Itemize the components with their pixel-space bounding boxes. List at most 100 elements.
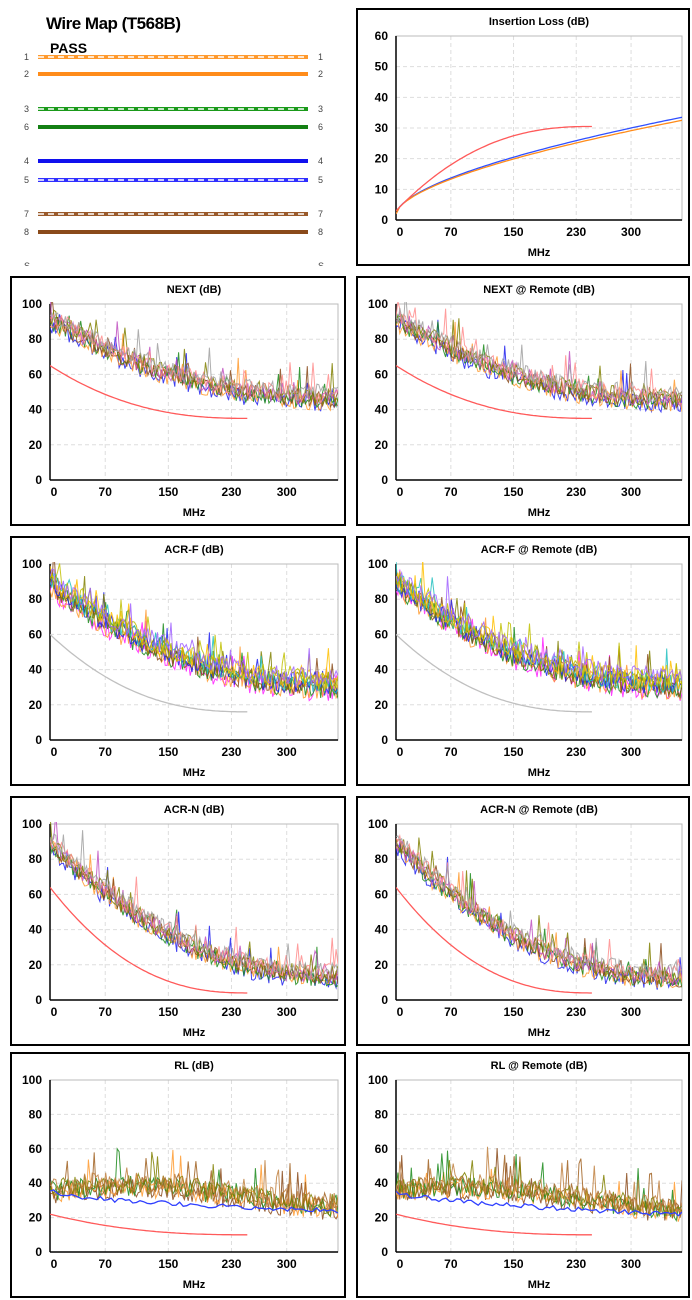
x-tick-label: 70: [444, 485, 458, 499]
chart-title: ACR-F (dB): [164, 544, 224, 556]
acr-f-remote-chart: ACR-F @ Remote (dB) 0 20 40 60 80 100 0 70 150 230…: [368, 544, 683, 779]
chart-title: ACR-F @ Remote (dB): [481, 544, 598, 556]
pair-trace: [50, 1147, 338, 1218]
x-tick-label: 70: [444, 1257, 458, 1271]
y-tick-label: 40: [375, 663, 389, 677]
x-axis-label: MHz: [528, 247, 551, 259]
x-tick-label: 150: [504, 485, 524, 499]
limit-line: [50, 365, 248, 420]
y-tick-label: 0: [381, 213, 388, 227]
x-tick-label: 300: [277, 745, 297, 759]
y-tick-label: 80: [29, 592, 43, 606]
y-tick-label: 60: [29, 887, 43, 901]
x-tick-label: 300: [621, 745, 641, 759]
x-tick-label: 0: [51, 1005, 58, 1019]
pair-trace: [50, 845, 338, 988]
pair-trace: [50, 302, 338, 406]
x-axis-label: MHz: [528, 1279, 551, 1291]
x-tick-label: 230: [566, 1257, 586, 1271]
pair-trace: [50, 1151, 338, 1215]
pair-trace: [396, 571, 682, 688]
pair-trace: [50, 1160, 338, 1214]
chart-title: Insertion Loss (dB): [489, 16, 590, 28]
chart-title: ACR-N @ Remote (dB): [480, 804, 598, 816]
y-tick-label: 40: [29, 663, 43, 677]
acr-f-chart: ACR-F (dB) 0 20 40 60 80 100 0 70 150 230 300 MHz: [22, 544, 339, 779]
y-tick-label: 80: [375, 1107, 389, 1121]
pair-trace: [396, 833, 682, 984]
pair-trace: [396, 835, 682, 981]
pair-trace: [50, 839, 338, 985]
y-tick-label: 0: [381, 1245, 388, 1259]
plot-series: [50, 1147, 338, 1236]
pin-label-right: 2: [318, 69, 323, 79]
x-axis-label: MHz: [528, 1027, 551, 1039]
pair-trace: [50, 843, 338, 985]
y-tick-label: 80: [29, 1107, 43, 1121]
limit-line: [396, 633, 592, 713]
y-tick-label: 40: [375, 923, 389, 937]
plot-series: [396, 1146, 682, 1236]
y-tick-label: 80: [375, 592, 389, 606]
gridlines: [395, 35, 682, 221]
pair-trace: [396, 844, 682, 989]
pin-label-left: S: [24, 261, 30, 266]
plot-series: [50, 822, 338, 994]
pair-trace: [50, 1149, 338, 1219]
x-tick-label: 0: [51, 485, 58, 499]
chart-panel-rl-remote: RL @ Remote (dB) 0 20 40 60 80 100 0 70 150 230 300…: [356, 1052, 690, 1298]
chart-panel-acr-f-remote: ACR-F @ Remote (dB) 0 20 40 60 80 100 0 70 150 230…: [356, 536, 690, 786]
pair-trace: [396, 302, 682, 405]
x-tick-label: 0: [51, 1257, 58, 1271]
gridlines: [395, 1079, 682, 1253]
x-tick-label: 300: [277, 1005, 297, 1019]
y-tick-label: 0: [35, 733, 42, 747]
x-tick-label: 300: [621, 1005, 641, 1019]
chart-title: NEXT @ Remote (dB): [483, 284, 595, 296]
y-tick-label: 60: [29, 627, 43, 641]
x-tick-label: 150: [504, 745, 524, 759]
y-tick-label: 100: [22, 557, 42, 571]
x-tick-label: 150: [158, 1257, 178, 1271]
chart-panel-rl: RL (dB) 0 20 40 60 80 100 0 70 150 230 300 MHz: [10, 1052, 346, 1298]
x-tick-label: 0: [51, 745, 58, 759]
x-tick-label: 0: [397, 745, 404, 759]
chart-panel-next-remote: NEXT @ Remote (dB) 0 20 40 60 80 100 0 70 150 230 3…: [356, 276, 690, 526]
y-tick-label: 100: [22, 817, 42, 831]
x-tick-label: 230: [566, 1005, 586, 1019]
measured-line: [396, 1190, 682, 1217]
y-tick-label: 100: [22, 297, 42, 311]
y-tick-label: 20: [375, 1211, 389, 1225]
x-tick-label: 300: [621, 485, 641, 499]
chart-panel-acr-f: ACR-F (dB) 0 20 40 60 80 100 0 70 150 230 300 MHz: [10, 536, 346, 786]
limit-line: [50, 633, 248, 713]
x-tick-label: 230: [566, 485, 586, 499]
y-tick-label: 40: [375, 90, 389, 104]
x-tick-label: 230: [221, 745, 241, 759]
y-tick-label: 20: [29, 698, 43, 712]
y-tick-label: 10: [375, 182, 389, 196]
limit-line: [50, 886, 248, 994]
y-tick-label: 20: [375, 958, 389, 972]
wire-map-diagram: 1 12 23 36 64 45 57 78 8S S: [24, 52, 324, 266]
x-tick-label: 70: [99, 485, 113, 499]
pair-trace: [396, 570, 682, 686]
next-remote-chart: NEXT @ Remote (dB) 0 20 40 60 80 100 0 70 150 230 3…: [368, 284, 683, 519]
pair-trace: [396, 1146, 682, 1216]
pair-trace: [50, 568, 338, 688]
x-tick-label: 230: [566, 745, 586, 759]
rl-remote-chart: RL @ Remote (dB) 0 20 40 60 80 100 0 70 150 230 300…: [368, 1060, 683, 1291]
x-tick-label: 230: [221, 485, 241, 499]
next-chart: NEXT (dB) 0 20 40 60 80 100 0 70 150 230 300 MHz: [22, 284, 339, 519]
y-tick-label: 40: [29, 1176, 43, 1190]
chart-title: NEXT (dB): [167, 284, 222, 296]
y-tick-label: 20: [29, 438, 43, 452]
limit-line: [50, 1213, 248, 1236]
y-tick-label: 0: [381, 733, 388, 747]
pin-label-left: 1: [24, 52, 29, 62]
pin-label-right: 3: [318, 104, 323, 114]
x-tick-label: 150: [158, 1005, 178, 1019]
